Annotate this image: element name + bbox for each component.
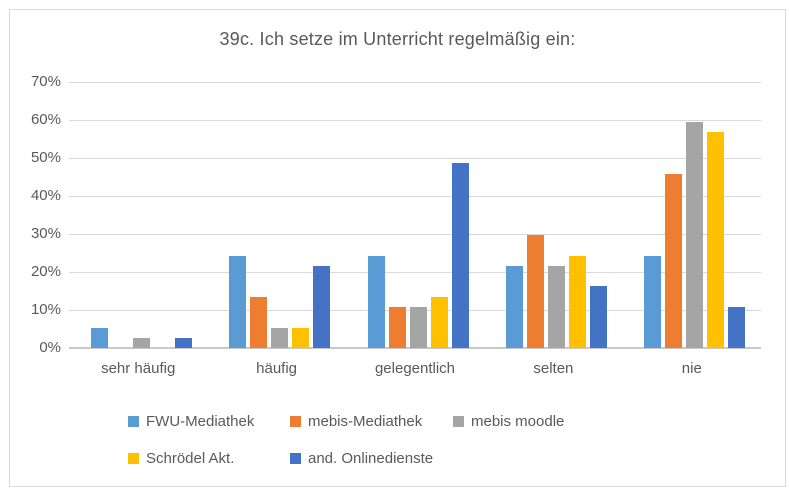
bar bbox=[686, 121, 704, 348]
bar-group bbox=[229, 255, 331, 348]
y-axis-tick-label: 0% bbox=[39, 339, 61, 356]
bar bbox=[430, 296, 448, 348]
bar-group bbox=[505, 235, 607, 348]
bar bbox=[451, 163, 469, 348]
bar bbox=[707, 132, 725, 348]
gridline bbox=[69, 120, 761, 121]
x-axis-line bbox=[69, 347, 761, 349]
legend-item: and. Onlinedienste bbox=[290, 450, 434, 467]
bar bbox=[229, 255, 247, 348]
legend-item: mebis moodle bbox=[453, 413, 565, 430]
gridline bbox=[69, 196, 761, 197]
bar-group bbox=[90, 327, 192, 348]
bar bbox=[547, 265, 565, 348]
y-axis-tick-label: 30% bbox=[30, 225, 61, 242]
gridline bbox=[69, 158, 761, 159]
bar bbox=[644, 255, 662, 348]
legend-swatch bbox=[290, 416, 301, 427]
bar-group bbox=[367, 163, 469, 348]
legend-label: Schrödel Akt. bbox=[146, 450, 235, 467]
bar bbox=[90, 327, 108, 348]
legend-label: mebis moodle bbox=[471, 413, 565, 430]
bar-group bbox=[644, 121, 746, 348]
legend-swatch bbox=[290, 453, 301, 464]
legend-swatch bbox=[128, 416, 139, 427]
x-axis-category-label: nie bbox=[681, 360, 702, 377]
chart-title: 39c. Ich setze im Unterricht regelmäßig … bbox=[219, 29, 576, 49]
legend-label: and. Onlinedienste bbox=[308, 450, 434, 467]
gridline bbox=[69, 272, 761, 273]
bar bbox=[526, 235, 544, 348]
y-axis-tick-label: 10% bbox=[30, 301, 61, 318]
legend-item: Schrödel Akt. bbox=[128, 450, 235, 467]
gridline bbox=[69, 82, 761, 83]
plot-area bbox=[69, 82, 761, 349]
bar bbox=[292, 327, 310, 348]
legend-swatch bbox=[128, 453, 139, 464]
bar bbox=[313, 265, 331, 348]
bar bbox=[132, 337, 150, 348]
legend-label: FWU-Mediathek bbox=[146, 413, 255, 430]
x-axis-category-label: gelegentlich bbox=[374, 360, 456, 377]
y-axis-tick-label: 60% bbox=[30, 111, 61, 128]
bar bbox=[174, 337, 192, 348]
bar bbox=[728, 307, 746, 348]
bar bbox=[271, 327, 289, 348]
x-axis-category-label: selten bbox=[533, 360, 574, 377]
legend-item: mebis-Mediathek bbox=[290, 413, 423, 430]
x-axis-category-label: häufig bbox=[256, 360, 298, 377]
legend: FWU-Mediathek mebis-Mediathek mebis moodle… bbox=[128, 413, 688, 474]
x-axis-category-label: sehr häufig bbox=[101, 360, 176, 377]
y-axis-tick-label: 40% bbox=[30, 187, 61, 204]
legend-label: mebis-Mediathek bbox=[308, 413, 423, 430]
gridline bbox=[69, 234, 761, 235]
y-axis-tick-label: 20% bbox=[30, 263, 61, 280]
chart-frame: 39c. Ich setze im Unterricht regelmäßig … bbox=[9, 9, 786, 487]
bar bbox=[568, 255, 586, 348]
legend-item: FWU-Mediathek bbox=[128, 413, 255, 430]
y-axis-tick-label: 50% bbox=[30, 149, 61, 166]
bar bbox=[589, 286, 607, 348]
bar bbox=[250, 296, 268, 348]
bar bbox=[409, 307, 427, 348]
bar bbox=[505, 265, 523, 348]
bar bbox=[388, 307, 406, 348]
bar bbox=[367, 255, 385, 348]
y-axis-tick-label: 70% bbox=[30, 73, 61, 90]
bar bbox=[665, 173, 683, 348]
legend-swatch bbox=[453, 416, 464, 427]
